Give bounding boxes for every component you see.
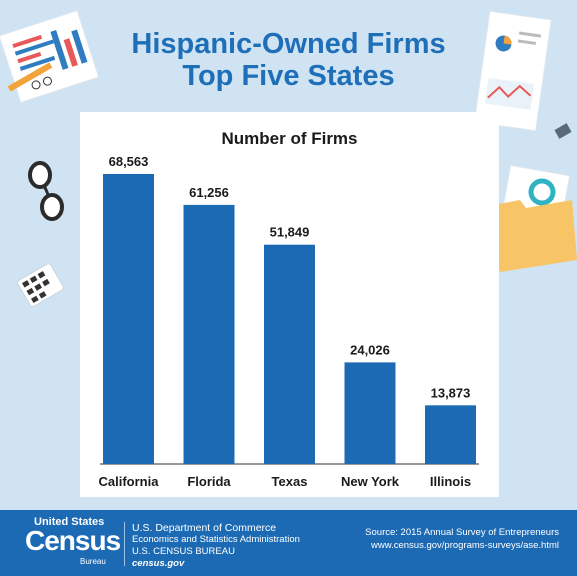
dashboard-papers-illustration: [473, 10, 572, 139]
page-title-line1: Hispanic-Owned Firms: [131, 28, 446, 60]
data-label: 68,563: [109, 154, 149, 169]
bar-chart: 68,563 California 61,256 Florida 51,849 Texas…: [99, 154, 479, 489]
glasses-illustration: [28, 161, 64, 221]
department-info: U.S. Department of Commerce Economics an…: [132, 522, 300, 570]
data-label: 13,873: [431, 385, 471, 400]
footer-divider: [124, 522, 125, 566]
category-label: New York: [341, 474, 400, 489]
dept-line-2: Economics and Statistics Administration: [132, 534, 300, 545]
logo-bureau: Bureau: [80, 557, 106, 566]
report-papers-illustration: [0, 9, 100, 104]
category-label: Florida: [187, 474, 231, 489]
category-label: Illinois: [430, 474, 471, 489]
dept-line-1: U.S. Department of Commerce: [132, 522, 277, 534]
page-title-line2: Top Five States: [182, 60, 395, 92]
chart-card: Number of Firms 68,563 California 61,256 Fl…: [80, 112, 499, 497]
category-label: Texas: [272, 474, 308, 489]
chart-title: Number of Firms: [221, 129, 358, 148]
logo-united-states: United States: [34, 516, 105, 528]
source-citation: Source: 2015 Annual Survey of Entreprene…: [365, 526, 559, 552]
bar-california: [103, 174, 154, 464]
bar-florida: [183, 204, 235, 464]
dept-line-4: census.gov: [132, 558, 185, 569]
bar-illinois: [425, 405, 476, 464]
data-label: 24,026: [350, 342, 390, 357]
bar-new-york: [344, 362, 396, 464]
folder-illustration: [488, 164, 577, 272]
census-logo: United States Census Bureau: [22, 516, 122, 572]
source-line-1: Source: 2015 Annual Survey of Entreprene…: [365, 527, 559, 538]
calculator-illustration: [17, 263, 64, 308]
footer-bar: United States Census Bureau U.S. Departm…: [0, 510, 577, 576]
logo-census: Census: [25, 525, 121, 556]
data-label: 61,256: [189, 185, 229, 200]
dept-line-3: U.S. CENSUS BUREAU: [132, 546, 235, 557]
data-label: 51,849: [270, 225, 310, 240]
category-label: California: [99, 474, 160, 489]
source-line-2: www.census.gov/programs-surveys/ase.html: [371, 540, 559, 551]
bar-texas: [264, 244, 315, 464]
